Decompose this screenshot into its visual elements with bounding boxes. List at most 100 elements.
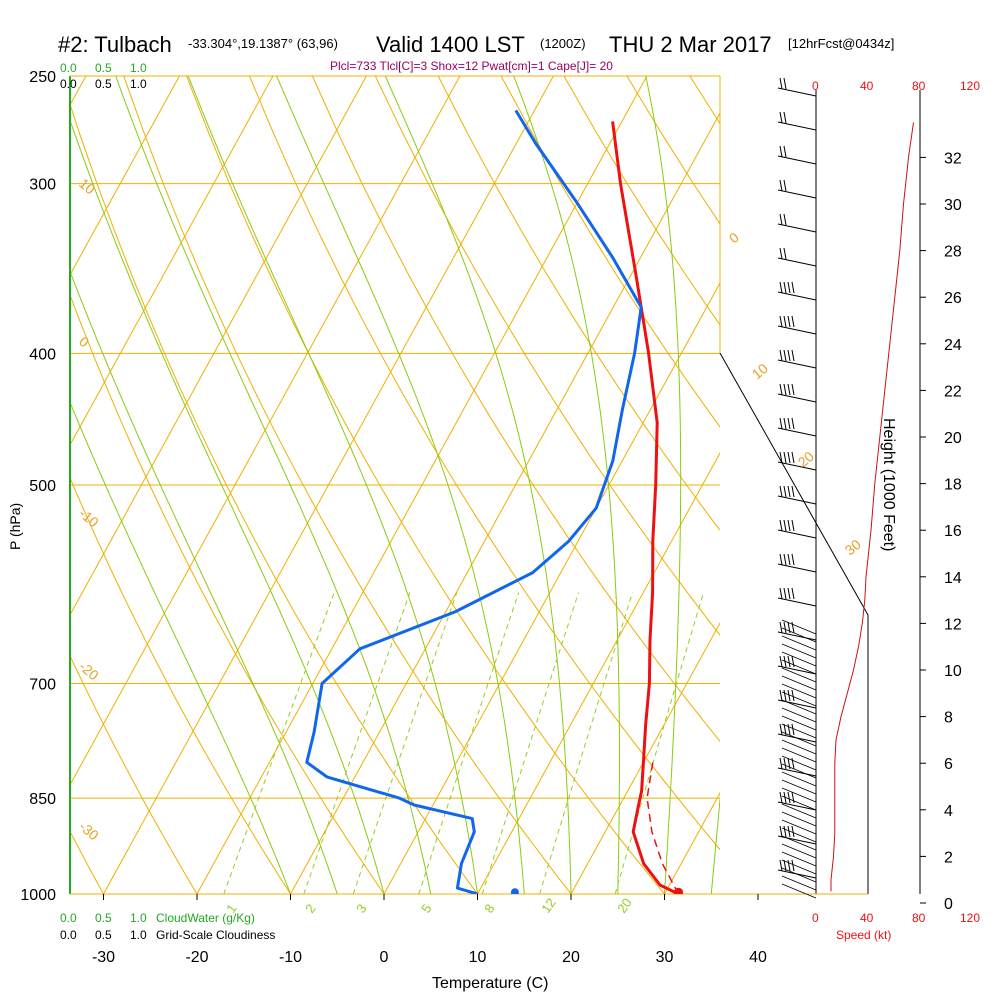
dry-adiabat-line: [70, 654, 198, 894]
pressure-tick-label: 850: [29, 791, 56, 808]
surface-temperature-marker: [674, 887, 684, 894]
cloud-scale-top-tick: 0.5: [95, 61, 112, 75]
speed-tick: 120: [960, 911, 980, 925]
height-tick-label: 22: [944, 383, 962, 400]
wind-barb-feather: [791, 349, 795, 362]
wind-barb-staff: [781, 819, 817, 835]
cloud-scale-top-tick: 0.0: [60, 77, 77, 91]
wind-barb: [777, 587, 817, 607]
wind-barb-feather: [779, 383, 783, 396]
wind-barb-staff: [777, 665, 817, 675]
speed-scale-bottom: 0 40 80 120 Speed (kt): [812, 911, 980, 942]
wind-barb-staff: [777, 427, 817, 437]
wind-barb-feather: [779, 689, 783, 702]
dry-adiabat-line: [249, 76, 720, 851]
pressure-tick-label: 250: [29, 69, 56, 86]
wind-barb-feather: [779, 349, 783, 362]
wind-barb-staff: [777, 291, 817, 301]
dry-adiabat-line: [123, 76, 572, 894]
wind-barb-staff: [777, 495, 817, 505]
wind-barb: [777, 553, 817, 573]
dry-adiabat-line: [186, 76, 665, 894]
wind-barb-staff: [777, 325, 817, 335]
temperature-line: [611, 121, 680, 894]
mixing-ratio-line: [614, 592, 704, 894]
wind-barb-staff: [777, 359, 817, 369]
height-tick-label: 28: [944, 244, 962, 261]
wind-barb-staff: [777, 223, 817, 233]
wind-barb: [777, 145, 817, 165]
moist-adiabat-line: [384, 76, 572, 894]
dry-adiabat-line: [374, 76, 720, 636]
wind-panel: [719, 90, 921, 894]
dry-adiabat-label: -30: [76, 818, 102, 843]
wind-barb-feather: [783, 621, 787, 634]
wind-barb-staff: [781, 715, 817, 731]
dry-adiabat-line: [70, 476, 291, 894]
wind-barb: [777, 757, 817, 777]
wind-barb-feather: [779, 587, 783, 600]
wind-barb-feather: [791, 587, 795, 600]
wind-barb-feather: [787, 587, 791, 600]
mixing-ratio-line: [303, 592, 411, 894]
wind-barb-staff: [781, 619, 817, 635]
wind-barb-feather: [787, 519, 791, 532]
wind-barb-staff: [777, 87, 817, 97]
wind-barb-staff: [781, 707, 817, 723]
dry-adiabat-label: 0: [726, 229, 742, 246]
dry-adiabat-label: 30: [842, 536, 864, 558]
wind-barb: [777, 349, 817, 369]
wind-barb-staff: [781, 803, 817, 819]
wind-barb-feather: [791, 825, 795, 838]
wind-barb-feather: [783, 77, 787, 90]
wind-barb-staff: [777, 121, 817, 131]
wind-barb-staff: [781, 667, 817, 683]
x-tick-label: 0: [380, 949, 389, 966]
mixing-ratio-label: 12: [538, 895, 559, 915]
speed-tick: 0: [812, 911, 819, 925]
wind-barb-feather: [791, 417, 795, 430]
wind-barb-feather: [783, 519, 787, 532]
wind-barb-staff: [781, 835, 817, 851]
dry-adiabat-line: [437, 76, 720, 532]
wind-barb-staff: [777, 767, 817, 777]
moist-adiabat-line: [115, 76, 432, 894]
dry-adiabat-label: -10: [76, 505, 102, 530]
cloud-scale-bottom-tick: 1.0: [130, 928, 147, 942]
height-tick-label: 10: [944, 663, 962, 680]
wind-barb-feather: [783, 281, 787, 294]
wind-barb-feather: [779, 111, 783, 124]
wind-barb-feather: [787, 451, 791, 464]
wind-barb-feather: [779, 281, 783, 294]
wind-barb-feather: [779, 553, 783, 566]
wind-barb-staff: [781, 827, 817, 843]
wind-barb-staff: [781, 867, 817, 883]
moist-adiabat-line: [645, 76, 682, 894]
dry-adiabat-line: [311, 76, 720, 743]
wind-barb-feather: [787, 655, 791, 668]
wind-barb-staff: [777, 155, 817, 165]
wind-barb-staff: [777, 631, 817, 641]
wind-barb-staff: [781, 675, 817, 691]
wind-barb-staff: [781, 731, 817, 747]
x-tick-label: -20: [185, 949, 208, 966]
x-tick-label: -10: [279, 949, 302, 966]
speed-label: Speed (kt): [836, 928, 891, 942]
isotherm-line: [103, 76, 554, 894]
dry-adiabat-line: [70, 102, 478, 894]
wind-barb-feather: [791, 757, 795, 770]
wind-barb-feather: [779, 451, 783, 464]
wind-barb-staff: [781, 859, 817, 875]
wind-barb-feather: [787, 553, 791, 566]
wind-barb-feather: [779, 791, 783, 804]
wind-barb-staff: [781, 739, 817, 755]
wind-barb-staff: [781, 635, 817, 651]
dry-adiabat-line: [816, 76, 1000, 894]
wind-barb-staff: [781, 699, 817, 715]
height-tick-label: 14: [944, 570, 962, 587]
cloud-scale-bottom-tick: 1.0: [130, 911, 147, 925]
cloud-scale-top-tick: 0.5: [95, 77, 112, 91]
date-title: THU 2 Mar 2017: [609, 32, 772, 57]
